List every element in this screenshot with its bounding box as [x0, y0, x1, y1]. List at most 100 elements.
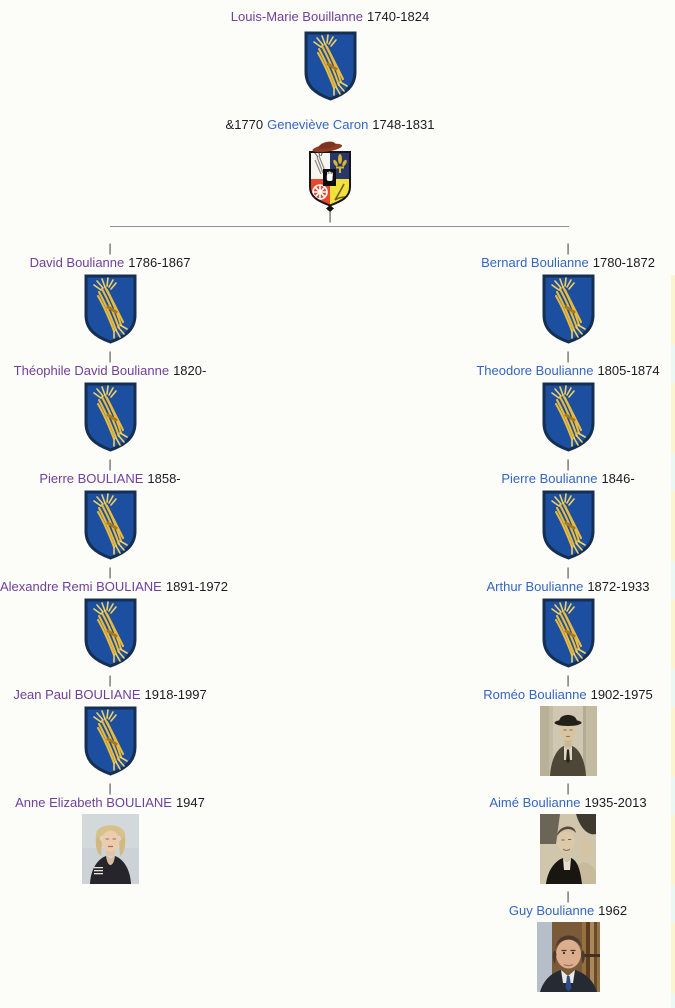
connector-pipe: | — [566, 673, 570, 687]
person-node: | Alexandre Remi BOULIANE 1891-1972 — [0, 565, 228, 673]
person-dates: 1858- — [147, 471, 181, 486]
person-node: | Guy Boulianne 1962 — [458, 889, 675, 997]
root-couple-section: Louis-Marie Bouillanne 1740-1824 &1770 Gen… — [180, 0, 480, 230]
portrait-guy-svg — [536, 922, 600, 992]
person-name-link[interactable]: Theodore Boulianne — [476, 363, 594, 378]
person-dates: 1918-1997 — [144, 687, 207, 702]
wheat-sheaf-shield-svg — [542, 490, 594, 560]
connector-pipe: | — [108, 565, 112, 579]
connector-pipe: | — [108, 457, 112, 471]
portrait-romeo-svg — [539, 706, 597, 776]
person-dates: 1740-1824 — [367, 9, 430, 24]
person-name-link[interactable]: Alexandre Remi BOULIANE — [0, 579, 162, 594]
boulianne-shield-icon[interactable] — [458, 274, 675, 344]
person-dates: 1786-1867 — [128, 255, 191, 270]
root-father-line: Louis-Marie Bouillanne 1740-1824 — [180, 9, 480, 25]
connector-pipe: | — [108, 349, 112, 363]
person-name-link[interactable]: Pierre BOULIANE — [39, 471, 144, 486]
caron-coat-of-arms-svg — [309, 141, 351, 212]
person-node: | Roméo Boulianne 1902-1975 — [458, 673, 675, 781]
connector-pipe: | — [566, 457, 570, 471]
person-node: | Pierre Boulianne 1846- — [458, 457, 675, 565]
person-name-link[interactable]: Louis-Marie Bouillanne — [230, 9, 364, 24]
person-node: | Theodore Boulianne 1805-1874 — [458, 349, 675, 457]
person-name-line: Arthur Boulianne 1872-1933 — [458, 579, 675, 595]
connector-pipe: | — [566, 781, 570, 795]
connector-pipe: | — [566, 349, 570, 363]
person-dates: 1846- — [601, 471, 635, 486]
person-dates: 1872-1933 — [587, 579, 650, 594]
boulianne-shield-icon[interactable] — [0, 274, 220, 344]
person-dates: 1891-1972 — [165, 579, 229, 594]
person-name-link[interactable]: Geneviève Caron — [267, 117, 369, 132]
boulianne-shield-icon[interactable] — [0, 382, 220, 452]
clipped-adjacent-column-strip — [671, 275, 675, 1008]
person-name-line: Alexandre Remi BOULIANE 1891-1972 — [0, 579, 228, 595]
person-name-line: Theodore Boulianne 1805-1874 — [458, 363, 675, 379]
wheat-sheaf-shield-svg — [84, 598, 136, 668]
wheat-sheaf-shield-svg — [84, 274, 136, 344]
wheat-sheaf-shield-svg — [84, 382, 136, 452]
portrait-aime-svg — [540, 814, 596, 884]
boulianne-shield-icon[interactable] — [0, 706, 220, 776]
person-dates: 1947 — [175, 795, 205, 810]
person-name-link[interactable]: Jean Paul BOULIANE — [13, 687, 141, 702]
portrait-aime-photo[interactable] — [458, 814, 675, 884]
person-name-line: Roméo Boulianne 1902-1975 — [458, 687, 675, 703]
person-dates: 1962 — [598, 903, 628, 918]
person-name-link[interactable]: Bernard Boulianne — [481, 255, 589, 270]
wheat-sheaf-shield-svg — [84, 490, 136, 560]
person-name-line: Anne Elizabeth BOULIANE 1947 — [0, 795, 220, 811]
boulianne-shield-icon[interactable] — [458, 490, 675, 560]
wheat-sheaf-shield-svg — [542, 598, 594, 668]
marriage-year-prefix: &1770 — [225, 117, 264, 132]
boulianne-shield-icon[interactable] — [458, 382, 675, 452]
connector-pipe: | — [108, 241, 112, 255]
portrait-romeo-photo[interactable] — [458, 706, 675, 776]
person-dates: 1780-1872 — [592, 255, 655, 270]
connector-pipe: | — [328, 209, 332, 223]
caron-coat-of-arms-icon[interactable] — [180, 137, 480, 213]
person-name-link[interactable]: Pierre Boulianne — [501, 471, 598, 486]
portrait-anne-svg — [81, 814, 139, 884]
person-name-link[interactable]: Arthur Boulianne — [486, 579, 584, 594]
wheat-sheaf-shield-svg — [542, 274, 594, 344]
person-name-link[interactable]: Guy Boulianne — [508, 903, 595, 918]
person-name-link[interactable]: Théophile David Boulianne — [13, 363, 170, 378]
connector-pipe: | — [108, 673, 112, 687]
person-dates: 1902-1975 — [590, 687, 653, 702]
portrait-guy-photo[interactable] — [458, 922, 675, 992]
person-name-line: Jean Paul BOULIANE 1918-1997 — [0, 687, 220, 703]
person-dates: 1820- — [173, 363, 207, 378]
portrait-anne-photo[interactable] — [0, 814, 220, 884]
boulianne-shield-icon[interactable] — [0, 490, 220, 560]
person-node: | Arthur Boulianne 1872-1933 — [458, 565, 675, 673]
wheat-sheaf-shield-icon[interactable] — [180, 31, 480, 101]
person-node: | David Boulianne 1786-1867 — [0, 241, 220, 349]
person-node: | Jean Paul BOULIANE 1918-1997 — [0, 673, 220, 781]
sibling-connector-line — [110, 226, 569, 227]
connector-pipe: | — [566, 241, 570, 255]
person-name-link[interactable]: Anne Elizabeth BOULIANE — [15, 795, 172, 810]
person-node: | Bernard Boulianne 1780-1872 — [458, 241, 675, 349]
person-name-line: Pierre BOULIANE 1858- — [0, 471, 220, 487]
boulianne-shield-icon[interactable] — [458, 598, 675, 668]
person-node: | Théophile David Boulianne 1820- — [0, 349, 220, 457]
person-dates: 1935-2013 — [584, 795, 647, 810]
person-name-link[interactable]: Aimé Boulianne — [489, 795, 581, 810]
person-name-link[interactable]: David Boulianne — [29, 255, 125, 270]
person-node: | Anne Elizabeth BOULIANE 1947 — [0, 781, 220, 889]
wheat-sheaf-shield-svg — [84, 706, 136, 776]
connector-pipe: | — [108, 781, 112, 795]
root-mother-line: &1770 Geneviève Caron 1748-1831 — [180, 117, 480, 133]
connector-pipe: | — [566, 565, 570, 579]
person-name-line: Théophile David Boulianne 1820- — [0, 363, 220, 379]
person-name-link[interactable]: Roméo Boulianne — [483, 687, 587, 702]
boulianne-shield-icon[interactable] — [0, 598, 220, 668]
connector-pipe: | — [566, 889, 570, 903]
person-name-line: Pierre Boulianne 1846- — [458, 471, 675, 487]
person-name-line: Bernard Boulianne 1780-1872 — [458, 255, 675, 271]
person-node: | Aimé Boulianne 1935-2013 — [458, 781, 675, 889]
person-node: | Pierre BOULIANE 1858- — [0, 457, 220, 565]
